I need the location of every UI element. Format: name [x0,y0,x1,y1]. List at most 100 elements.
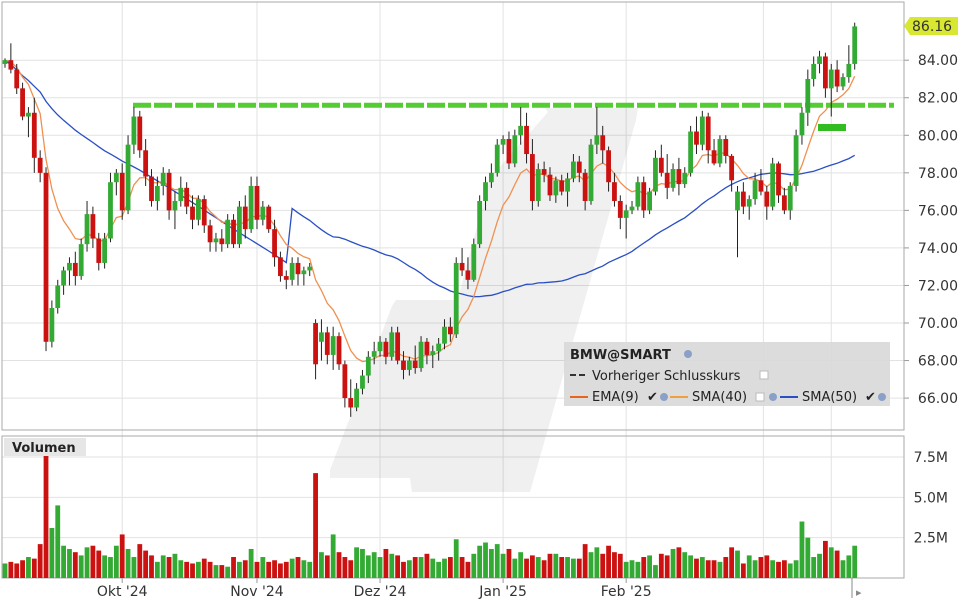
volume-bar [682,552,688,578]
x-tick-label: Dez '24 [354,584,407,600]
volume-title: Volumen [12,441,76,456]
volume-bar [348,560,354,578]
candle-body [500,139,506,145]
volume-bar [225,566,231,578]
volume-bar [278,563,283,578]
volume-bar [500,553,506,578]
candle-body [61,270,66,286]
info-icon[interactable] [878,393,886,401]
candle-body [178,187,184,201]
candle-body [424,341,430,355]
volume-bar [102,555,108,578]
volume-bar [43,439,49,578]
volume-bar [512,558,518,578]
volume-axis-labels: 7.5M 5.0M 2.5M [914,450,948,547]
volume-bar [817,553,822,578]
x-tick-label: Okt '24 [97,584,148,600]
legend-toggle-sma40[interactable] [755,392,765,402]
check-icon[interactable]: ✔ [865,390,876,405]
legend-toggle-prev-close[interactable] [759,370,769,380]
volume-bar [237,561,242,578]
volume-bar [793,560,799,578]
volume-bar [846,555,852,578]
volume-bar [213,565,219,578]
volume-bar [828,547,834,578]
candle-body [78,244,84,277]
candle-body [600,135,606,151]
candle-body [770,163,776,207]
candle-body [582,172,588,201]
candle-body [752,180,758,200]
volume-bar [612,552,617,578]
y-tick-label: 68.00 [918,354,958,370]
grid [2,2,909,583]
candle-body [143,150,149,177]
candle-body [471,244,477,280]
volume-bar [424,553,430,578]
check-icon[interactable]: ✔ [647,390,658,405]
volume-bar [465,561,471,578]
candle-body [172,200,178,211]
candle-body [401,360,406,370]
volume-bar [72,552,78,578]
volume-bar [623,561,629,578]
volume-bar [219,565,225,578]
y-tick-label: 74.00 [918,241,958,257]
volume-bar [201,558,207,578]
candle-body [436,343,442,352]
volume-bar [383,548,389,578]
volume-bar [823,540,828,578]
candle-body [406,360,412,370]
volume-bar [26,557,31,578]
candle-body [272,229,277,258]
volume-bar [811,557,817,578]
volume-bar [787,563,793,578]
volume-bar [78,555,84,578]
volume-bar [430,558,436,578]
volume-bar [641,557,647,578]
volume-bar [647,555,652,578]
volume-bar [137,544,143,578]
volume-bar [108,557,113,578]
volume-title-box: Volumen [4,438,86,456]
candle-body [190,206,195,220]
volume-bar [477,545,483,578]
volume-bar [295,557,301,578]
volume-bar [184,561,190,578]
info-icon[interactable] [769,393,777,401]
candle-body [55,285,61,308]
candle-body [96,238,102,263]
volume-bar [119,534,125,578]
candle-body [67,262,72,271]
candle-body [348,398,354,408]
candle-body [307,266,313,271]
candle-body [260,206,266,220]
volume-bar [324,555,330,578]
candle-body [547,174,553,196]
candle-body [518,125,524,136]
candle-body [213,238,219,243]
volume-bar [84,547,90,578]
volume-bar [711,560,717,578]
candle-body [682,172,688,185]
volume-bar [160,555,166,578]
volume-bar [670,548,676,578]
volume-bar [389,553,395,578]
volume-bar [494,544,500,578]
volume-bar [852,545,858,578]
volume-bar [61,545,66,578]
info-icon[interactable] [684,350,692,358]
volume-bar [113,545,119,578]
volume-bar [301,560,307,578]
candle-body [488,172,494,183]
volume-bar [354,547,359,578]
candle-body [776,163,781,196]
candle-body [594,135,600,145]
play-icon[interactable]: ▸ [856,586,862,599]
candle-body [805,78,811,113]
info-icon[interactable] [660,393,668,401]
candle-body [412,360,418,369]
volume-bar [149,555,154,578]
volume-bar [8,561,14,578]
